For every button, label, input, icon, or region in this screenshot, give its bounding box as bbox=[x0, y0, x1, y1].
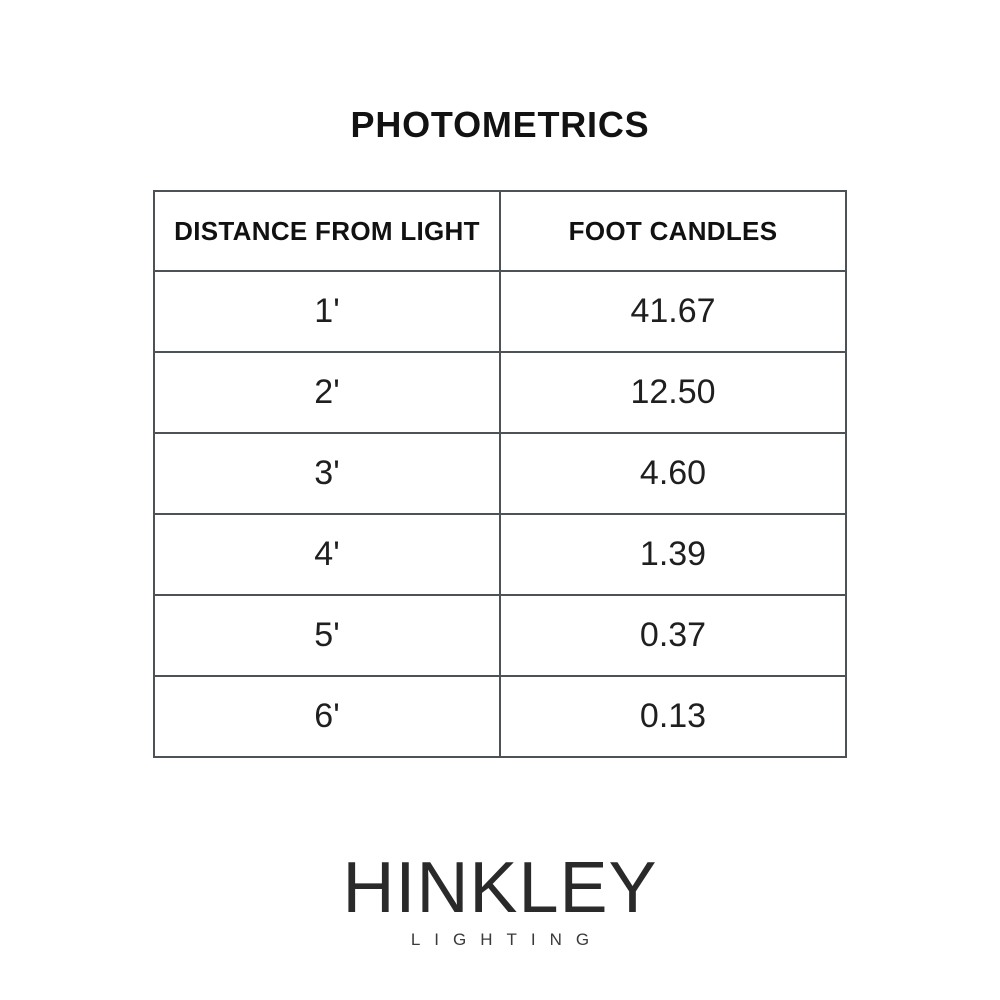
table-row: 5' 0.37 bbox=[153, 594, 847, 677]
column-header-distance: DISTANCE FROM LIGHT bbox=[153, 190, 501, 272]
table-row: 6' 0.13 bbox=[153, 675, 847, 758]
foot-candles-cell: 0.13 bbox=[499, 675, 847, 758]
table-row: 2' 12.50 bbox=[153, 351, 847, 434]
foot-candles-cell: 41.67 bbox=[499, 270, 847, 353]
foot-candles-cell: 12.50 bbox=[499, 351, 847, 434]
brand-logo-subtitle: LIGHTING bbox=[410, 930, 604, 949]
table-row: 4' 1.39 bbox=[153, 513, 847, 596]
column-header-foot-candles: FOOT CANDLES bbox=[499, 190, 847, 272]
foot-candles-cell: 4.60 bbox=[499, 432, 847, 515]
table-header-row: DISTANCE FROM LIGHT FOOT CANDLES bbox=[153, 190, 847, 272]
foot-candles-cell: 0.37 bbox=[499, 594, 847, 677]
photometrics-table: DISTANCE FROM LIGHT FOOT CANDLES 1' 41.67… bbox=[153, 190, 847, 758]
table-body: 1' 41.67 2' 12.50 3' 4.60 4' 1.39 5' 0.37 6' 0.13 bbox=[153, 270, 847, 758]
distance-cell: 4' bbox=[153, 513, 501, 596]
distance-cell: 5' bbox=[153, 594, 501, 677]
foot-candles-cell: 1.39 bbox=[499, 513, 847, 596]
brand-logo: HINKLEY LIGHTING bbox=[0, 852, 1000, 950]
distance-cell: 1' bbox=[153, 270, 501, 353]
distance-cell: 3' bbox=[153, 432, 501, 515]
table-row: 3' 4.60 bbox=[153, 432, 847, 515]
table-header: DISTANCE FROM LIGHT FOOT CANDLES bbox=[153, 190, 847, 272]
distance-cell: 6' bbox=[153, 675, 501, 758]
table-row: 1' 41.67 bbox=[153, 270, 847, 353]
distance-cell: 2' bbox=[153, 351, 501, 434]
brand-logo-text: HINKLEY bbox=[342, 848, 658, 928]
page-title: PHOTOMETRICS bbox=[350, 104, 650, 145]
